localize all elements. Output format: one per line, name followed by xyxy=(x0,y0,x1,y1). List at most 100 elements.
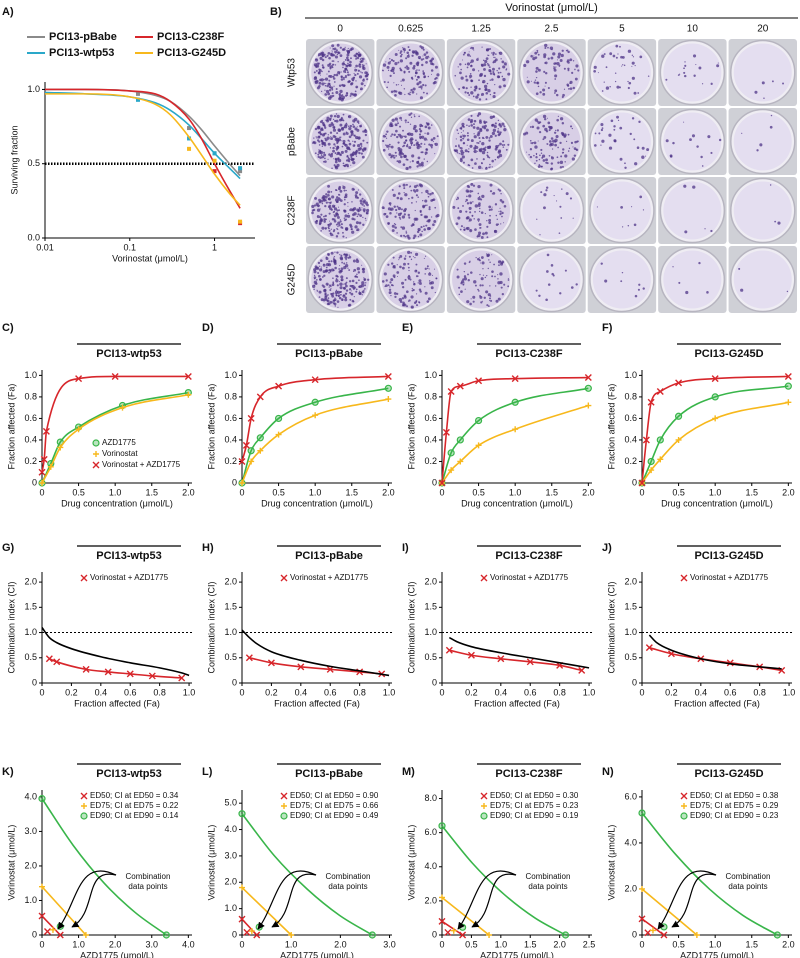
colony xyxy=(324,298,328,301)
colony xyxy=(665,139,669,143)
colony xyxy=(318,150,322,154)
colony xyxy=(404,207,407,211)
x-axis-label: Drug concentration (μmol/L) xyxy=(461,498,573,508)
colony xyxy=(406,66,410,71)
colony xyxy=(470,298,472,300)
colony xyxy=(337,61,339,63)
colony xyxy=(337,232,340,235)
colony xyxy=(338,296,342,300)
colony xyxy=(469,74,473,78)
colony xyxy=(359,199,363,203)
colony xyxy=(325,263,330,267)
colony xyxy=(323,288,327,292)
plate-inner xyxy=(663,112,722,171)
colony xyxy=(544,71,548,75)
plate-inner xyxy=(522,250,581,309)
colony xyxy=(399,52,402,55)
marker xyxy=(93,451,99,457)
colony xyxy=(503,283,506,286)
marker xyxy=(645,644,653,652)
colony xyxy=(347,212,349,215)
colony xyxy=(559,166,563,169)
colony xyxy=(329,131,333,134)
colony xyxy=(558,232,561,234)
colony xyxy=(433,220,437,223)
colony xyxy=(466,66,469,69)
colony xyxy=(319,150,321,152)
row-label: C238F xyxy=(287,195,298,225)
x-tick-label: 2.0 xyxy=(582,487,595,497)
colony xyxy=(400,50,403,53)
column-label: 20 xyxy=(757,24,769,35)
colony xyxy=(392,284,394,287)
colony xyxy=(340,127,345,131)
colony xyxy=(341,95,346,100)
x-tick-label: 1.0 xyxy=(783,687,796,697)
colony xyxy=(328,88,332,92)
colony xyxy=(492,53,495,56)
colony xyxy=(534,145,538,149)
colony xyxy=(326,54,329,57)
colony xyxy=(356,276,359,279)
arrow xyxy=(57,870,117,930)
colony xyxy=(398,91,403,95)
colony xyxy=(359,142,363,146)
colony xyxy=(320,213,323,216)
series-line xyxy=(41,798,167,936)
colony xyxy=(542,88,546,92)
colony xyxy=(419,125,422,128)
colony xyxy=(400,208,403,211)
colony xyxy=(340,275,344,279)
marker xyxy=(585,402,592,409)
colony xyxy=(334,297,336,299)
colony xyxy=(627,49,632,53)
colony xyxy=(430,138,434,142)
colony xyxy=(539,154,541,157)
x-tick-label: 1.0 xyxy=(309,487,322,497)
colony xyxy=(340,78,344,81)
colony xyxy=(406,305,409,308)
y-tick-label: 0 xyxy=(432,929,437,939)
colony xyxy=(608,133,612,137)
marker xyxy=(104,668,112,676)
colony xyxy=(399,265,402,269)
x-axis-label: AZD1775 (μmol/L) xyxy=(480,950,554,958)
colony xyxy=(432,223,435,227)
colony xyxy=(342,283,344,285)
colony xyxy=(411,289,414,292)
colony xyxy=(349,298,352,301)
colony xyxy=(349,208,353,212)
colony xyxy=(313,274,316,277)
colony xyxy=(356,126,358,128)
colony xyxy=(536,51,539,53)
marker xyxy=(280,574,288,582)
colony xyxy=(475,256,477,259)
colony xyxy=(336,200,339,203)
colony xyxy=(336,132,339,135)
colony xyxy=(361,197,364,200)
colony xyxy=(621,226,624,228)
colony xyxy=(534,51,538,55)
marker xyxy=(312,412,319,419)
colony xyxy=(345,289,349,292)
colony xyxy=(394,223,397,226)
y-tick-label: 0.5 xyxy=(424,652,437,662)
colony xyxy=(321,58,325,62)
x-axis-label: Vorinostat (μmol/L) xyxy=(112,253,188,263)
colony xyxy=(494,285,497,287)
x-tick-label: 0.5 xyxy=(472,487,485,497)
colony xyxy=(327,294,329,296)
colony xyxy=(324,93,328,96)
colony xyxy=(535,159,538,162)
colony xyxy=(396,205,399,208)
colony xyxy=(547,121,551,125)
colony xyxy=(478,257,480,259)
colony xyxy=(478,231,482,235)
colony xyxy=(336,43,340,47)
colony xyxy=(428,227,431,230)
panel-label: D) xyxy=(202,322,214,334)
colony xyxy=(394,295,397,299)
colony xyxy=(462,134,464,136)
colony xyxy=(693,74,696,77)
colony xyxy=(403,262,406,266)
